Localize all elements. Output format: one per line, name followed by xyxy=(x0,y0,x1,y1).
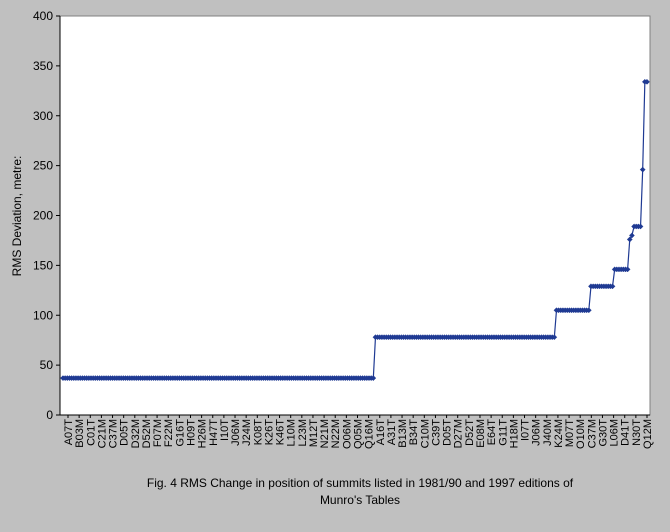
x-tick-label: H09T xyxy=(185,419,197,446)
y-tick-label: 0 xyxy=(46,408,53,422)
y-axis-title: RMS Deviation, metre: xyxy=(10,156,24,277)
x-tick-label: N21M xyxy=(319,419,331,448)
x-tick-label: D05T xyxy=(442,419,454,446)
data-point xyxy=(624,266,631,273)
figure-caption: Fig. 4 RMS Change in position of summits… xyxy=(95,475,625,509)
x-tick-label: G11T xyxy=(497,419,509,446)
x-tick-label: D41T xyxy=(620,419,632,446)
x-tick-label: G16T xyxy=(174,419,186,447)
x-tick-label: E08M xyxy=(475,419,487,448)
x-tick-label: A07T xyxy=(63,419,75,446)
x-tick-label: A31T xyxy=(386,419,398,446)
y-axis: 0 50 100 150 200 250 300 350 400 xyxy=(33,9,61,422)
x-tick-label: K08T xyxy=(252,419,264,446)
x-tick-label: N30T xyxy=(631,419,643,446)
x-tick-label: D32M xyxy=(130,419,142,448)
x-tick-label: I10T xyxy=(219,419,231,441)
x-tick-label: M07T xyxy=(564,419,576,447)
x-tick-label: K26T xyxy=(263,419,275,446)
series-rms-deviation xyxy=(60,78,650,381)
x-tick-label: B13M xyxy=(397,419,409,448)
y-tick-label: 50 xyxy=(40,358,54,372)
x-tick-label: F22M xyxy=(163,419,175,447)
x-tick-label: O10M xyxy=(575,419,587,449)
x-tick-label: J24M xyxy=(241,419,253,446)
data-point xyxy=(637,223,644,230)
x-tick-label: H18M xyxy=(508,419,520,448)
x-tick-label: C21M xyxy=(96,419,108,448)
x-tick-label: L06M xyxy=(609,419,621,447)
data-point xyxy=(551,334,558,341)
y-tick-label: 200 xyxy=(33,209,53,223)
y-tick-label: 100 xyxy=(33,308,53,322)
x-tick-label: H26M xyxy=(197,419,209,448)
x-tick-label: F07M xyxy=(152,419,164,447)
y-tick-label: 250 xyxy=(33,159,53,173)
x-tick-label: D27M xyxy=(453,419,465,448)
x-tick-label: C39T xyxy=(430,419,442,446)
data-point xyxy=(370,375,377,381)
x-tick-label: L10M xyxy=(286,419,298,447)
data-point xyxy=(585,307,592,314)
x-tick-label: J06M xyxy=(531,419,543,446)
caption-line-1: Fig. 4 RMS Change in position of summits… xyxy=(146,476,574,490)
x-tick-label: B34T xyxy=(408,419,420,446)
x-tick-label: I07T xyxy=(520,419,532,441)
y-tick-label: 150 xyxy=(33,258,53,272)
x-tick-label: E64T xyxy=(486,419,498,446)
caption-line-2: Munro's Tables xyxy=(319,493,401,507)
x-tick-label: D52M xyxy=(141,419,153,448)
x-tick-label: C01T xyxy=(85,419,97,446)
x-tick-label: Q16M xyxy=(364,419,376,449)
x-tick-label: K24M xyxy=(553,419,565,448)
x-tick-label: K46T xyxy=(275,419,287,446)
x-tick-label: L23M xyxy=(297,419,309,447)
x-tick-label: A16T xyxy=(375,419,387,446)
x-tick-label: M12T xyxy=(308,419,320,447)
data-point xyxy=(644,78,650,85)
x-axis: A07T B03M C01T C21M C37M D05T D32M D52M F07M F22M… xyxy=(60,414,654,449)
x-tick-label: Q05M xyxy=(353,419,365,449)
plot-area xyxy=(59,15,651,416)
x-tick-label: J40M xyxy=(542,419,554,446)
x-tick-label: H47T xyxy=(208,419,220,446)
x-tick-label: N22M xyxy=(330,419,342,448)
data-point xyxy=(626,236,633,243)
y-tick-label: 400 xyxy=(33,9,53,23)
x-tick-label: J06M xyxy=(230,419,242,446)
x-tick-label: G30T xyxy=(597,419,609,447)
data-point xyxy=(629,232,635,239)
x-tick-label: C10M xyxy=(419,419,431,448)
x-tick-label: D05T xyxy=(119,419,131,446)
data-point xyxy=(609,283,616,290)
x-tick-label: C37M xyxy=(108,419,120,448)
x-tick-label: B03M xyxy=(74,419,86,448)
x-tick-label: Q12M xyxy=(642,419,654,449)
x-tick-label: C37M xyxy=(586,419,598,448)
data-point xyxy=(639,166,646,173)
y-tick-label: 300 xyxy=(33,109,53,123)
x-tick-label: D52T xyxy=(464,419,476,446)
y-tick-label: 350 xyxy=(33,59,53,73)
x-tick-label: O06M xyxy=(341,419,353,449)
